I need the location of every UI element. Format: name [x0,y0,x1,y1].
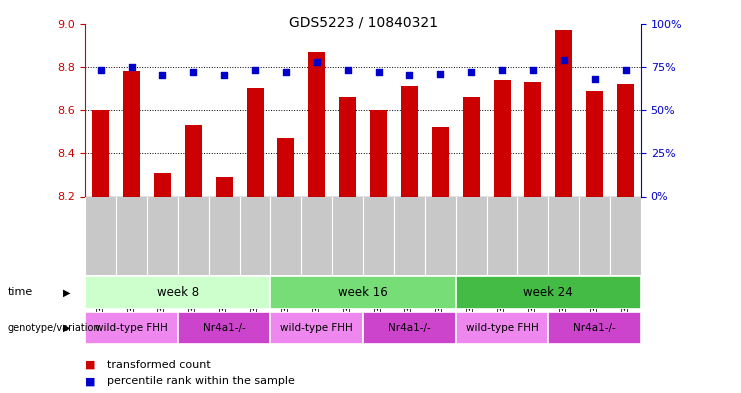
Bar [247,88,264,196]
Point [558,57,570,63]
Bar [277,138,294,196]
Text: percentile rank within the sample: percentile rank within the sample [107,376,296,386]
Bar [123,71,140,196]
Text: ▶: ▶ [63,323,70,333]
Bar [185,125,202,196]
Text: Nr4a1-/-: Nr4a1-/- [574,323,616,333]
Text: ▶: ▶ [63,287,70,298]
Bar [92,110,109,196]
Bar [401,86,418,196]
Bar [339,97,356,196]
Text: week 8: week 8 [157,286,199,299]
Bar [617,84,634,196]
Text: ■: ■ [85,360,96,370]
Text: wild-type FHH: wild-type FHH [95,323,168,333]
Text: week 16: week 16 [338,286,388,299]
Point [125,64,138,70]
Bar [178,312,270,344]
Point [95,67,107,73]
Point [342,67,353,73]
Text: genotype/variation: genotype/variation [7,323,100,333]
Bar [456,312,548,344]
Text: wild-type FHH: wild-type FHH [465,323,539,333]
Text: Nr4a1-/-: Nr4a1-/- [388,323,431,333]
Bar [462,97,479,196]
Point [218,72,230,79]
Point [373,69,385,75]
Bar [525,82,542,196]
Point [527,67,539,73]
Bar [370,110,387,196]
Bar [456,276,641,309]
Bar [363,312,456,344]
Bar [555,30,572,196]
Bar [270,312,363,344]
Point [187,69,199,75]
Point [588,76,600,82]
Bar [494,80,511,196]
Bar [308,52,325,196]
Text: Nr4a1-/-: Nr4a1-/- [203,323,245,333]
Point [249,67,261,73]
Point [311,59,323,65]
Point [156,72,168,79]
Text: GDS5223 / 10840321: GDS5223 / 10840321 [288,16,438,30]
Text: time: time [7,287,33,298]
Bar [586,91,603,196]
Bar [432,127,449,196]
Point [465,69,477,75]
Bar [548,312,641,344]
Bar [154,173,171,196]
Bar [270,276,456,309]
Bar [85,276,270,309]
Point [496,67,508,73]
Text: week 24: week 24 [523,286,574,299]
Bar [85,312,178,344]
Point [434,71,446,77]
Text: wild-type FHH: wild-type FHH [280,323,353,333]
Point [403,72,415,79]
Point [280,69,292,75]
Point [619,67,631,73]
Text: transformed count: transformed count [107,360,211,370]
Bar [216,177,233,196]
Text: ■: ■ [85,376,96,386]
